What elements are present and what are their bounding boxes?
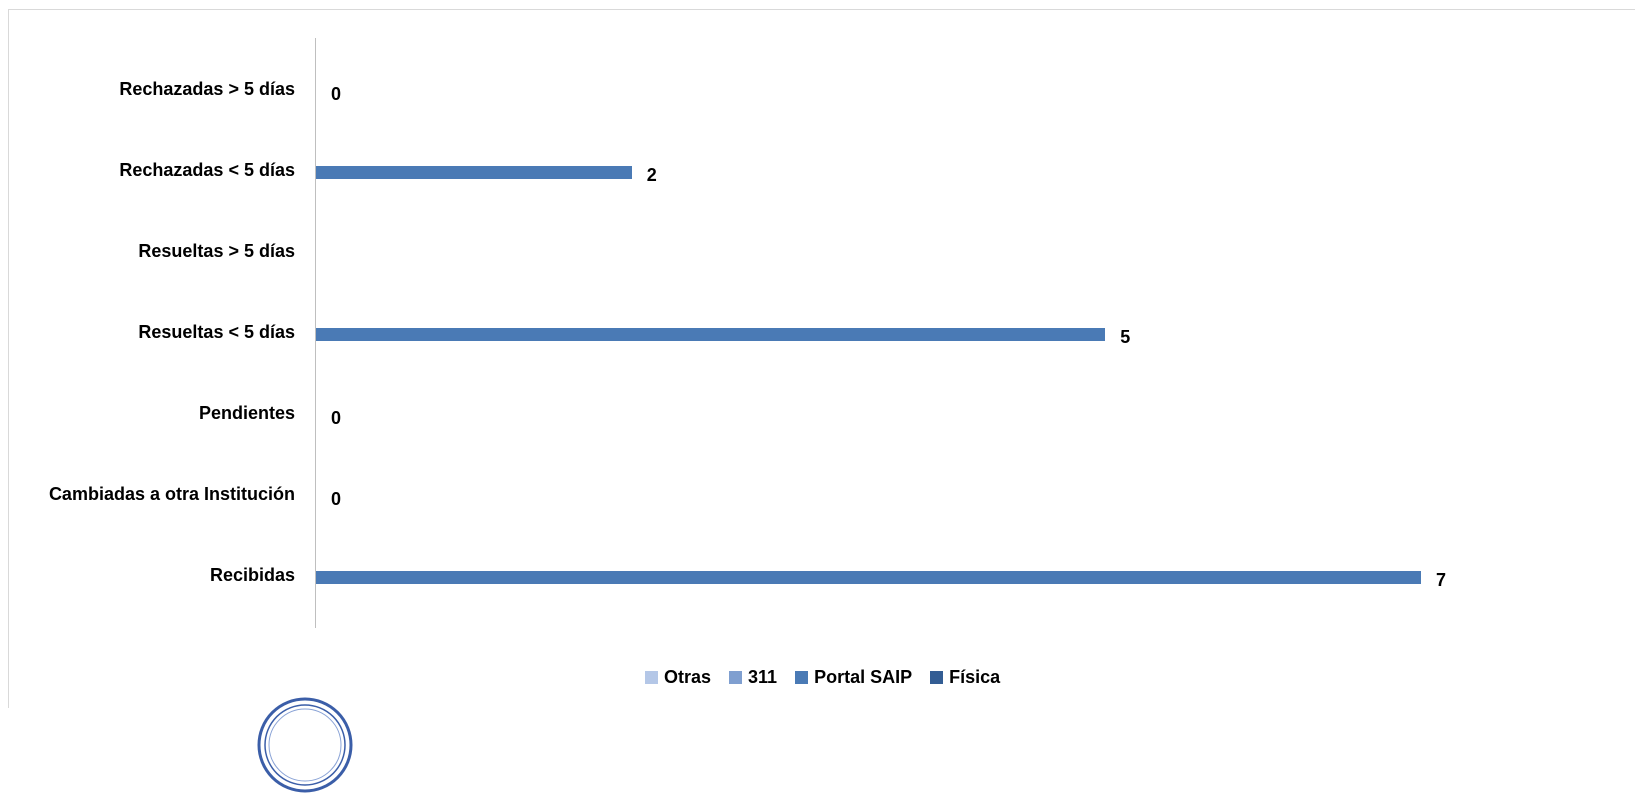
legend-item-311: 311 (729, 667, 777, 688)
legend-label-fisica: Física (949, 667, 1001, 687)
legend-item-fisica: Física (930, 667, 1000, 688)
seal-logo-icon (257, 697, 353, 793)
category-axis-line (315, 38, 316, 628)
legend-item-otras: Otras (645, 667, 711, 688)
category-label-pendientes: Pendientes (198, 403, 295, 423)
legend-swatch-otras (645, 671, 658, 684)
category-label-cambiadas-a-otra-institucion: Cambiadas a otra Institución (48, 484, 295, 504)
legend-swatch-fisica (930, 671, 944, 684)
category-label-rechazadas-5-dias: Rechazadas < 5 días (119, 160, 295, 180)
category-label-resueltas-5-dias: Resueltas > 5 días (138, 241, 295, 261)
value-label-recibidas: 7 (1436, 570, 1447, 590)
legend-swatch-portal-saip (795, 671, 809, 684)
value-label-rechazadas-5-dias: 2 (646, 165, 657, 185)
category-label-rechazadas-5-dias: Rechazadas > 5 días (119, 79, 295, 99)
value-label-pendientes: 0 (331, 408, 342, 428)
chart-legend: Otras 311 Portal SAIP Física (645, 667, 1000, 688)
category-label-recibidas: Recibidas (209, 565, 295, 585)
value-label-resueltas-5-dias: 5 (1120, 327, 1131, 347)
chart-frame (8, 9, 1635, 708)
bar-resueltas-5-dias (316, 328, 1106, 341)
value-label-rechazadas-5-dias: 0 (331, 84, 342, 104)
value-label-cambiadas-a-otra-institucion: 0 (331, 489, 342, 509)
bar-rechazadas-5-dias (316, 166, 632, 179)
legend-item-portal-saip: Portal SAIP (795, 667, 912, 688)
legend-label-311: 311 (748, 667, 778, 687)
category-label-resueltas-5-dias: Resueltas < 5 días (138, 322, 295, 342)
legend-swatch-311 (729, 671, 743, 684)
bar-recibidas (316, 571, 1421, 584)
legend-label-otras: Otras (664, 667, 712, 687)
legend-label-portal-saip: Portal SAIP (814, 667, 913, 687)
